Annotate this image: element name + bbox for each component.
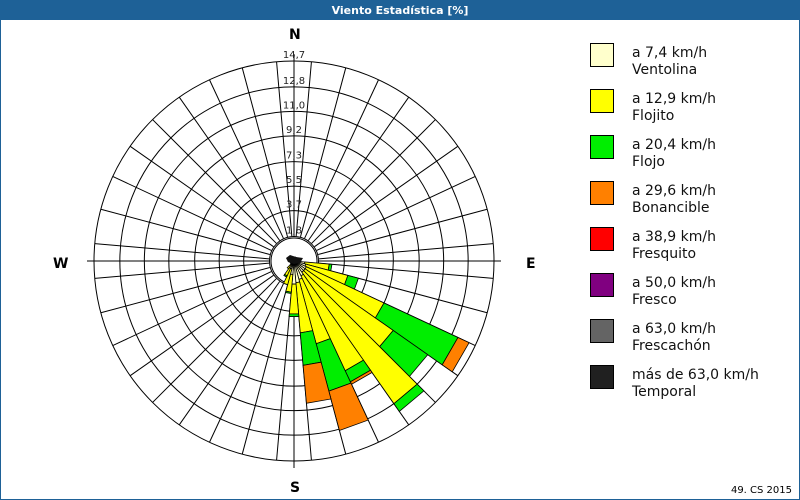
legend-swatch — [590, 227, 614, 251]
wind-rose-bars — [283, 256, 470, 432]
legend-name: Bonancible — [632, 200, 710, 216]
svg-text:7,3: 7,3 — [286, 151, 302, 162]
svg-text:5,5: 5,5 — [286, 175, 302, 186]
legend-name: Ventolina — [632, 62, 698, 78]
legend-speed: a 7,4 km/h — [632, 45, 708, 61]
radial-tick-labels: 1,8 3,7 5,5 7,3 9,2 11,0 12,8 14,7 — [283, 50, 305, 237]
legend-name: Flojito — [632, 108, 675, 124]
svg-text:1,8: 1,8 — [286, 226, 302, 237]
chart-title: Viento Estadística [%] — [0, 0, 800, 20]
svg-text:12,8: 12,8 — [283, 76, 305, 87]
legend-name: Fresquito — [632, 246, 697, 262]
legend-speed: a 63,0 km/h — [632, 321, 716, 337]
legend-speed: a 12,9 km/h — [632, 91, 716, 107]
legend-swatch — [590, 273, 614, 297]
legend-speed: a 29,6 km/h — [632, 183, 716, 199]
legend-name: Flojo — [632, 154, 665, 170]
legend-swatch — [590, 319, 614, 343]
legend-name: Temporal — [632, 384, 697, 400]
legend-name: Frescachón — [632, 338, 711, 354]
compass-west-label: W — [53, 256, 69, 272]
svg-text:9,2: 9,2 — [286, 125, 302, 136]
compass-north-label: N — [289, 27, 301, 43]
center-hub — [286, 255, 303, 264]
legend-swatch — [590, 89, 614, 113]
compass-south-label: S — [290, 480, 301, 496]
svg-text:14,7: 14,7 — [283, 50, 305, 61]
svg-text:11,0: 11,0 — [283, 100, 305, 111]
legend-speed: a 38,9 km/h — [632, 229, 716, 245]
footer-credit: 49. CS 2015 — [730, 485, 792, 496]
polar-grid — [87, 54, 501, 468]
legend-speed: a 20,4 km/h — [632, 137, 716, 153]
legend-swatch — [590, 365, 614, 389]
legend-swatch — [590, 135, 614, 159]
compass-east-label: E — [526, 256, 536, 272]
svg-text:3,7: 3,7 — [286, 200, 302, 211]
legend-swatch — [590, 181, 614, 205]
legend-name: Fresco — [632, 292, 677, 308]
legend-speed: más de 63,0 km/h — [632, 367, 759, 383]
legend-swatch — [590, 43, 614, 67]
legend-speed: a 50,0 km/h — [632, 275, 716, 291]
